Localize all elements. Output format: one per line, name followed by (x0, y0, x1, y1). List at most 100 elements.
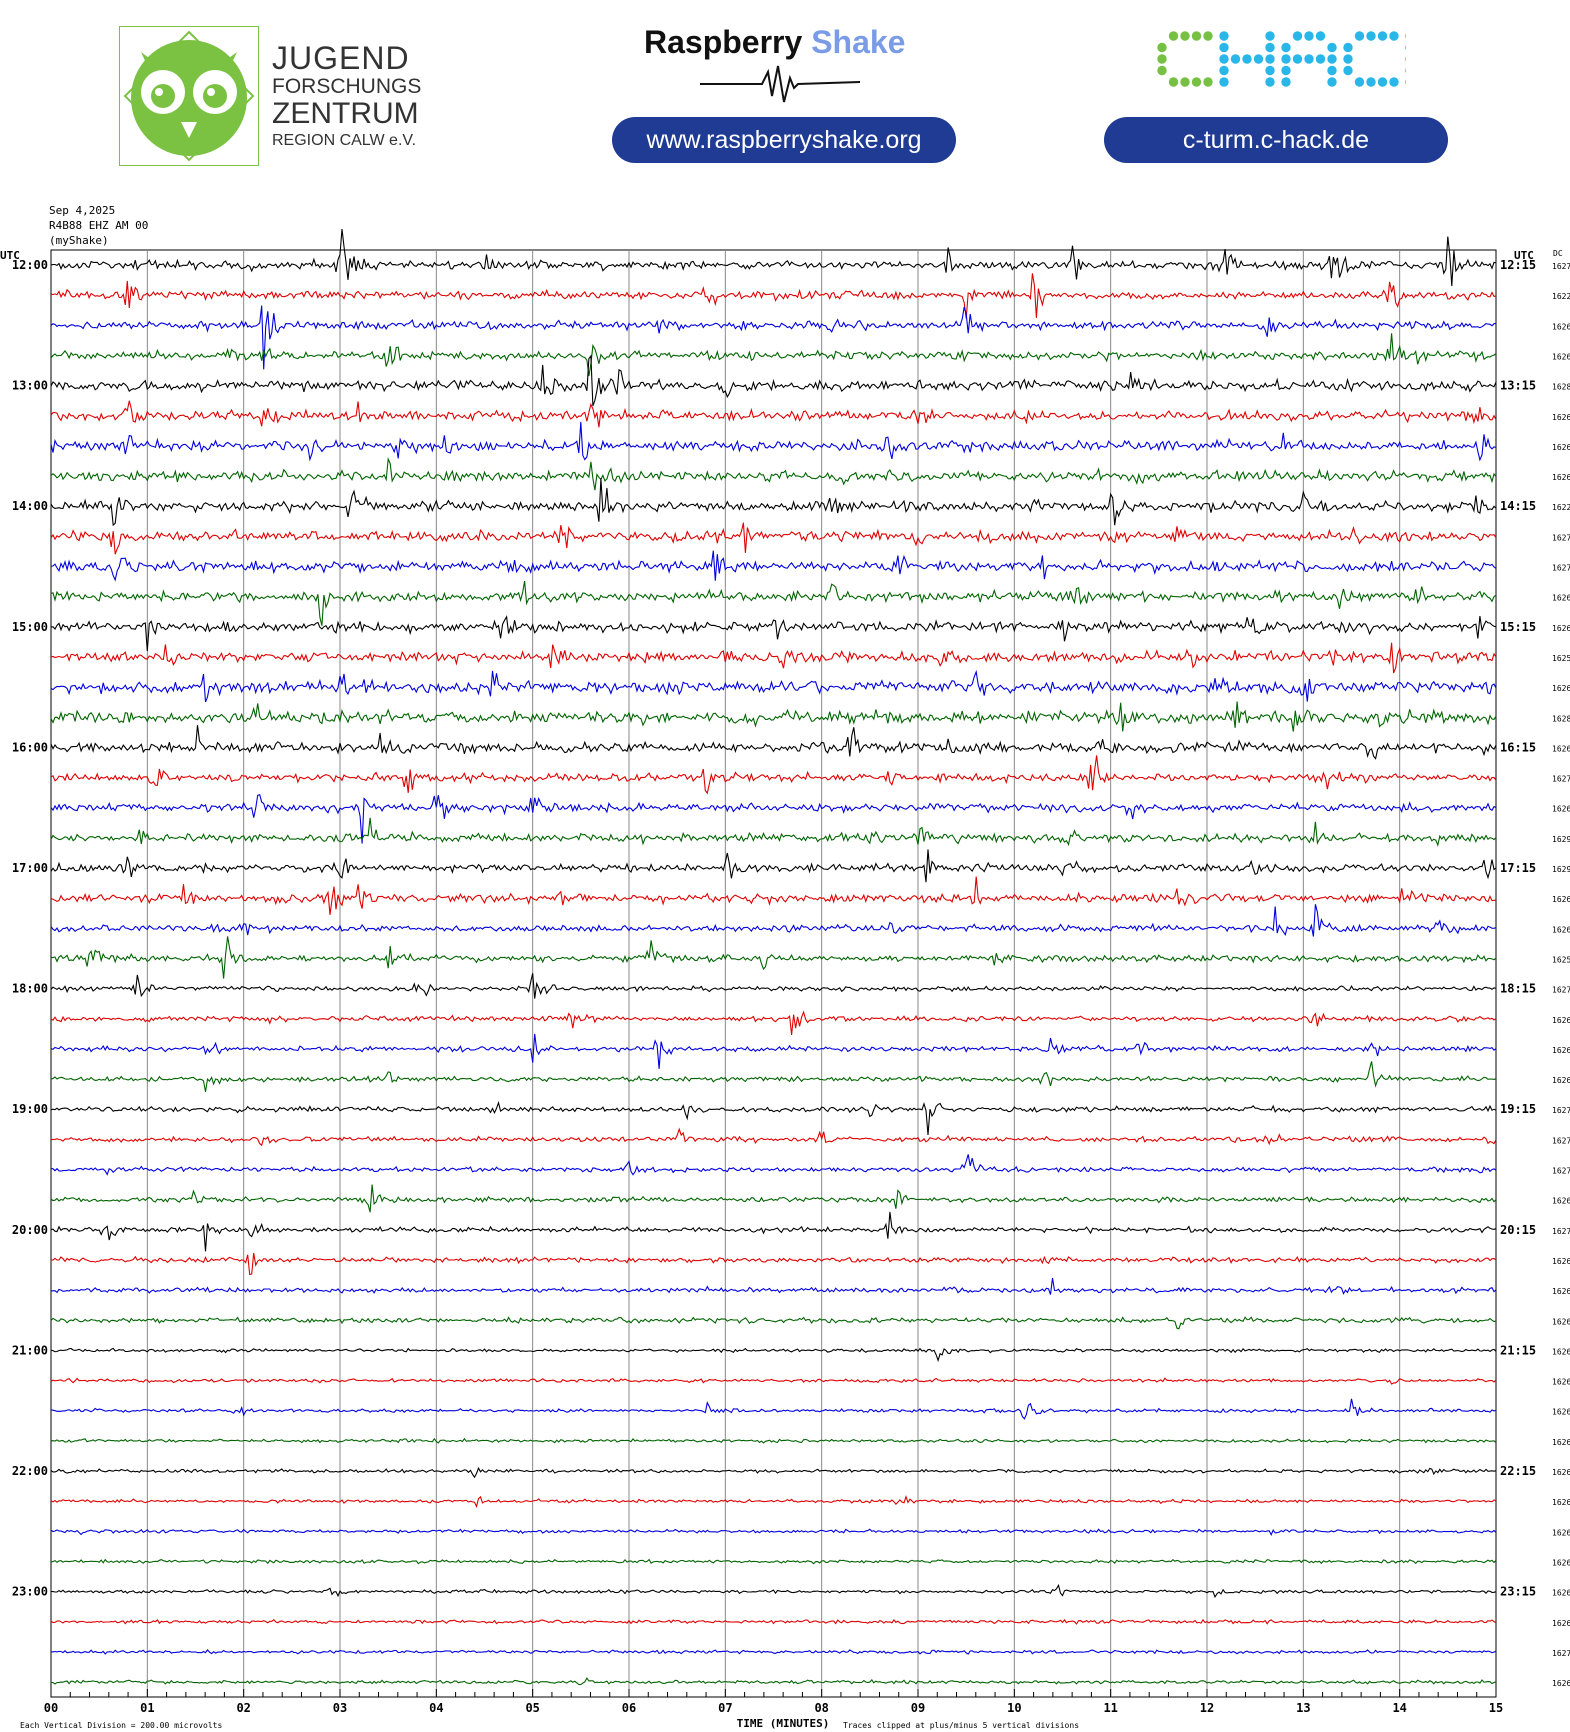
trace-line-22 (50, 904, 1497, 937)
org-line-4: REGION CALW e.V. (272, 132, 417, 149)
hour-label-right: 22:15 (1500, 1464, 1536, 1478)
x-tick-label: 12 (1200, 1701, 1214, 1715)
trace-line-2 (50, 305, 1497, 370)
chack-logo (1157, 31, 1406, 87)
x-tick-label: 10 (1007, 1701, 1021, 1715)
x-tick-label: 02 (236, 1701, 250, 1715)
hour-label-left: 22:00 (12, 1464, 48, 1478)
hour-label-left: 13:00 (12, 379, 48, 393)
dc-label: DC (1553, 249, 1563, 258)
dc-value: 16259 (1552, 955, 1570, 964)
x-tick-label: 00 (44, 1701, 58, 1715)
trace-line-9 (50, 522, 1497, 555)
hour-label-right: 16:15 (1500, 740, 1536, 754)
dc-value: 16267 (1552, 1498, 1570, 1507)
trace-line-14 (50, 669, 1497, 703)
trace-line-41 (50, 1494, 1497, 1509)
trace-line-46 (50, 1649, 1497, 1655)
chack-letter-h-1 (1219, 31, 1275, 87)
chack-letter-c-3 (1343, 31, 1399, 87)
hour-label-left: 17:00 (12, 861, 48, 875)
dc-value: 16272 (1552, 1136, 1570, 1145)
trace-line-4 (50, 354, 1497, 406)
dc-value: 16267 (1552, 1558, 1570, 1567)
x-tick-label: 08 (814, 1701, 828, 1715)
dc-value: 16254 (1552, 654, 1570, 663)
station-id: R4B88 EHZ AM 00 (49, 219, 149, 232)
org-line-1: JUGEND (272, 40, 410, 76)
chart-date: Sep 4,2025 (49, 204, 116, 217)
trace-line-18 (50, 794, 1497, 844)
dc-value: 16265 (1552, 805, 1570, 814)
hour-label-right: 13:15 (1500, 379, 1536, 393)
trace-line-40 (50, 1466, 1497, 1479)
trace-line-1 (50, 273, 1497, 319)
footer-right-note: Traces clipped at plus/minus 5 vertical … (843, 1721, 1079, 1730)
dc-value: 16268 (1552, 1528, 1570, 1537)
hour-label-right: 12:15 (1500, 258, 1536, 272)
trace-line-6 (50, 421, 1497, 462)
dc-value: 16265 (1552, 925, 1570, 934)
trace-line-33 (50, 1252, 1497, 1276)
traces (50, 228, 1497, 1686)
trace-line-43 (50, 1558, 1497, 1565)
trace-line-21 (50, 876, 1497, 915)
dc-value: 16263 (1552, 352, 1570, 361)
dc-value: 16265 (1552, 1589, 1570, 1598)
dc-value: 16292 (1552, 865, 1570, 874)
x-tick-label: 07 (718, 1701, 732, 1715)
dc-value: 16267 (1552, 1679, 1570, 1688)
trace-line-17 (50, 755, 1497, 795)
dc-value: 16284 (1552, 714, 1570, 723)
dc-value: 16263 (1552, 1408, 1570, 1417)
chack-url-link[interactable]: c-turm.c-hack.de (1104, 117, 1448, 163)
org-line-2: FORSCHUNGS (272, 75, 422, 98)
trace-line-23 (50, 936, 1497, 979)
dc-value: 16264 (1552, 1016, 1570, 1025)
dc-value: 16267 (1552, 322, 1570, 331)
trace-line-32 (50, 1211, 1497, 1252)
dc-value: 16278 (1552, 262, 1570, 271)
dc-value: 16267 (1552, 443, 1570, 452)
plot-frame (50, 249, 1497, 1698)
x-tick-label: 14 (1392, 1701, 1406, 1715)
dc-value: 16269 (1552, 1197, 1570, 1206)
dc-value: 16265 (1552, 1378, 1570, 1387)
hour-label-right: 19:15 (1500, 1102, 1536, 1116)
trace-line-26 (50, 1033, 1497, 1069)
trace-line-34 (50, 1277, 1497, 1295)
trace-line-24 (50, 973, 1497, 999)
trace-line-13 (50, 642, 1497, 674)
hour-label-left: 20:00 (12, 1223, 48, 1237)
raspberryshake-url-link[interactable]: www.raspberryshake.org (612, 117, 956, 163)
dc-value: 16267 (1552, 1619, 1570, 1628)
hour-label-right: 14:15 (1500, 499, 1536, 513)
trace-line-16 (50, 725, 1497, 760)
dc-value: 16267 (1552, 1257, 1570, 1266)
org-line-3: ZENTRUM (272, 97, 419, 130)
x-tick-label: 04 (429, 1701, 443, 1715)
chack-letter-c-0 (1157, 31, 1213, 87)
footer-left-note: Each Vertical Division = 200.00 microvol… (20, 1721, 222, 1730)
x-tick-label: 03 (333, 1701, 347, 1715)
dc-value: 16270 (1552, 1649, 1570, 1658)
seismic-wave-icon (700, 65, 860, 103)
dc-value: 16264 (1552, 1438, 1570, 1447)
x-tick-label: 15 (1489, 1701, 1503, 1715)
dc-value: 16267 (1552, 1046, 1570, 1055)
dc-value: 16272 (1552, 533, 1570, 542)
trace-line-45 (50, 1618, 1497, 1625)
trace-line-47 (51, 1677, 1497, 1686)
trace-line-38 (50, 1398, 1497, 1420)
trace-line-30 (50, 1154, 1497, 1176)
trace-line-0 (50, 228, 1497, 287)
raspberry-shake-brand: Raspberry Shake (644, 24, 905, 61)
dc-value: 16229 (1552, 292, 1570, 301)
x-axis-title: TIME (MINUTES) (737, 1717, 830, 1730)
trace-line-5 (50, 400, 1497, 428)
trace-line-35 (50, 1316, 1497, 1330)
trace-line-29 (50, 1127, 1497, 1147)
